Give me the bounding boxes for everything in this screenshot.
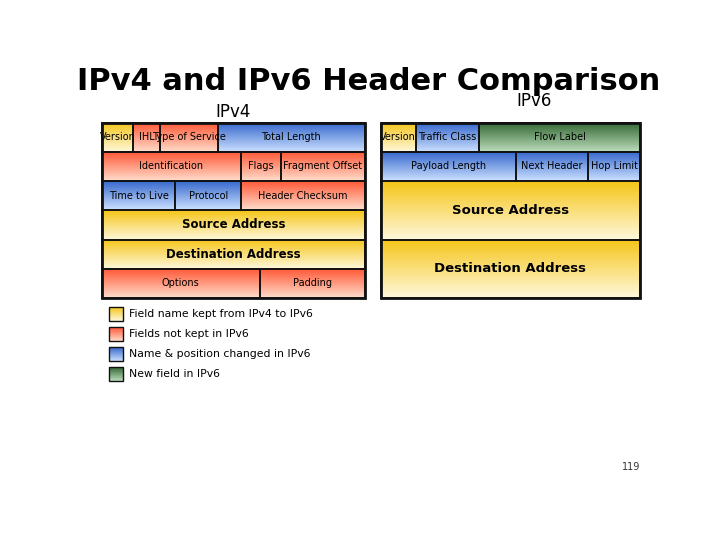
Bar bbox=[176, 181, 241, 211]
Bar bbox=[241, 152, 281, 181]
Bar bbox=[217, 123, 365, 152]
Text: Traffic Class: Traffic Class bbox=[418, 132, 477, 142]
Text: Hop Limit: Hop Limit bbox=[591, 161, 638, 171]
Bar bbox=[102, 123, 365, 298]
Text: Fields not kept in IPv6: Fields not kept in IPv6 bbox=[129, 329, 248, 339]
Text: Padding: Padding bbox=[293, 279, 332, 288]
Text: Source Address: Source Address bbox=[181, 219, 285, 232]
Text: Source Address: Source Address bbox=[452, 204, 569, 217]
Bar bbox=[109, 367, 123, 381]
Bar bbox=[381, 181, 640, 240]
Bar bbox=[381, 123, 415, 152]
Text: IPv4 and IPv6 Header Comparison: IPv4 and IPv6 Header Comparison bbox=[77, 68, 661, 96]
Text: Time to Live: Time to Live bbox=[109, 191, 168, 201]
Text: Options: Options bbox=[162, 279, 199, 288]
Bar bbox=[109, 327, 123, 341]
Bar bbox=[102, 210, 365, 240]
Text: Destination Address: Destination Address bbox=[434, 262, 586, 275]
Text: Fragment Offset: Fragment Offset bbox=[284, 161, 363, 171]
Bar bbox=[516, 152, 588, 181]
Text: Identification: Identification bbox=[140, 161, 204, 171]
Bar bbox=[480, 123, 640, 152]
Text: 119: 119 bbox=[622, 462, 640, 472]
Text: Flow Label: Flow Label bbox=[534, 132, 585, 142]
Text: IHL: IHL bbox=[138, 132, 154, 142]
Bar bbox=[381, 123, 640, 298]
Bar bbox=[260, 269, 365, 298]
Bar bbox=[102, 181, 176, 211]
Text: Protocol: Protocol bbox=[189, 191, 228, 201]
Text: Version: Version bbox=[99, 132, 135, 142]
Bar bbox=[133, 123, 160, 152]
Text: IPv4: IPv4 bbox=[216, 103, 251, 121]
Bar bbox=[160, 123, 217, 152]
Text: New field in IPv6: New field in IPv6 bbox=[129, 369, 220, 379]
Text: Total Length: Total Length bbox=[261, 132, 321, 142]
Bar bbox=[102, 123, 133, 152]
Text: Version: Version bbox=[380, 132, 416, 142]
Bar bbox=[109, 347, 123, 361]
Bar bbox=[281, 152, 365, 181]
Bar bbox=[241, 181, 365, 211]
Bar bbox=[102, 152, 241, 181]
Text: Type of Service: Type of Service bbox=[152, 132, 225, 142]
Bar bbox=[102, 269, 260, 298]
Bar bbox=[588, 152, 640, 181]
Text: Payload Length: Payload Length bbox=[410, 161, 486, 171]
Text: Destination Address: Destination Address bbox=[166, 248, 301, 261]
Text: Header Checksum: Header Checksum bbox=[258, 191, 348, 201]
Bar bbox=[381, 240, 640, 298]
Text: Name & position changed in IPv6: Name & position changed in IPv6 bbox=[129, 349, 310, 359]
Text: Flags: Flags bbox=[248, 161, 274, 171]
Text: IPv6: IPv6 bbox=[516, 92, 552, 110]
Text: Field name kept from IPv4 to IPv6: Field name kept from IPv4 to IPv6 bbox=[129, 309, 312, 319]
Bar bbox=[102, 240, 365, 269]
Bar bbox=[381, 152, 516, 181]
Bar bbox=[109, 307, 123, 321]
Bar bbox=[415, 123, 480, 152]
Text: Next Header: Next Header bbox=[521, 161, 582, 171]
